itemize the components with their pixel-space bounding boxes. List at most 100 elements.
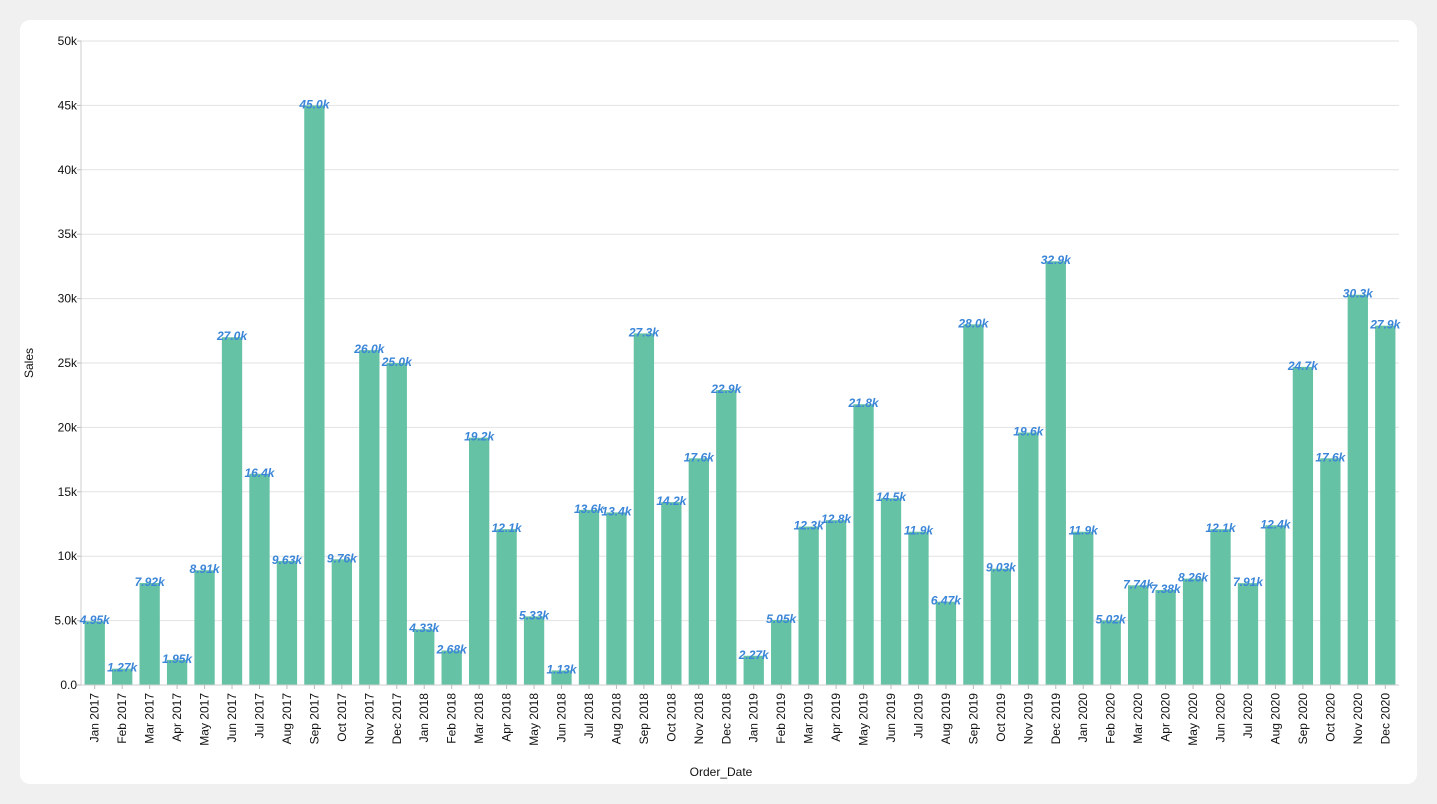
x-tick-label: Nov 2017 xyxy=(362,693,376,745)
x-tick-label: Oct 2019 xyxy=(994,693,1008,742)
x-tick-label: Jul 2018 xyxy=(582,693,596,739)
x-tick-label: Nov 2019 xyxy=(1021,693,1035,745)
x-tick-label: Sep 2020 xyxy=(1296,693,1310,745)
data-label: 19.6k xyxy=(1013,425,1044,439)
bar xyxy=(496,529,517,685)
bar xyxy=(606,512,627,685)
y-tick-label: 45k xyxy=(58,98,78,112)
x-tick-label: Oct 2017 xyxy=(335,693,349,742)
data-label: 12.4k xyxy=(1260,517,1291,531)
y-tick-label: 20k xyxy=(58,420,78,434)
data-label: 5.33k xyxy=(519,608,550,622)
bar xyxy=(990,568,1012,685)
bar xyxy=(743,655,764,685)
bar xyxy=(771,619,792,685)
bar xyxy=(1155,589,1176,685)
x-tick-label: Jul 2020 xyxy=(1241,693,1255,739)
x-tick-label: May 2018 xyxy=(527,693,541,746)
bar xyxy=(112,668,133,685)
bar xyxy=(688,458,709,685)
x-axis-title: Order_Date xyxy=(690,765,753,779)
bar xyxy=(798,526,819,685)
data-label: 12.8k xyxy=(821,512,852,526)
data-label: 7.74k xyxy=(1123,577,1154,591)
bar xyxy=(1347,294,1368,685)
x-tick-label: Sep 2017 xyxy=(307,693,321,745)
x-tick-label: Apr 2018 xyxy=(500,693,514,742)
y-tick-label: 35k xyxy=(58,227,78,241)
x-tick-label: Mar 2020 xyxy=(1131,693,1145,744)
x-tick-label: Sep 2019 xyxy=(966,693,980,745)
data-label: 13.6k xyxy=(574,502,605,516)
bar xyxy=(221,337,243,685)
x-tick-label: Jul 2017 xyxy=(252,693,266,739)
data-label: 14.5k xyxy=(876,490,907,504)
bar xyxy=(1292,366,1314,685)
bar xyxy=(304,105,325,685)
x-tick-label: Jun 2020 xyxy=(1214,693,1228,743)
bar xyxy=(853,404,874,685)
x-tick-label: Aug 2019 xyxy=(939,693,953,745)
data-label: 1.95k xyxy=(162,652,193,666)
x-tick-label: Jan 2017 xyxy=(88,693,102,743)
data-label: 17.6k xyxy=(684,450,715,464)
x-tick-label: Feb 2018 xyxy=(445,693,459,744)
x-tick-label: Dec 2020 xyxy=(1378,693,1392,745)
y-axis-title: Sales xyxy=(22,348,36,378)
data-label: 1.13k xyxy=(547,662,578,676)
data-label: 1.27k xyxy=(107,661,138,675)
data-label: 14.2k xyxy=(656,494,687,508)
data-label: 12.1k xyxy=(492,521,523,535)
x-tick-label: Nov 2020 xyxy=(1351,693,1365,745)
y-axis: 0.0 5.0k 10k 15k 20k 25k 30k 35k 40k 45k 50k xyxy=(54,34,82,692)
x-tick-label: Oct 2018 xyxy=(664,693,678,742)
data-labels: 4.95k 1.27k 7.92k 1.95k 8.91k 27.0k 16.4k 9.63k… xyxy=(79,97,1402,676)
bar xyxy=(1045,261,1066,685)
x-axis: Jan 2017 Feb 2017 Mar 2017 Apr 2017 May 2017… xyxy=(81,684,1399,746)
y-tick-label: 50k xyxy=(58,34,78,48)
bar xyxy=(468,437,490,685)
bar xyxy=(1127,585,1149,685)
x-tick-label: Dec 2018 xyxy=(719,693,733,745)
data-label: 27.9k xyxy=(1369,318,1401,332)
data-label: 8.91k xyxy=(190,562,221,576)
data-label: 9.63k xyxy=(272,553,303,567)
bar xyxy=(908,531,929,685)
data-label: 5.05k xyxy=(766,612,797,626)
bar xyxy=(276,560,298,685)
data-label: 17.6k xyxy=(1315,450,1346,464)
bar xyxy=(1375,325,1396,685)
bar xyxy=(716,390,737,685)
data-label: 6.47k xyxy=(931,594,962,608)
y-tick-label: 15k xyxy=(58,485,78,499)
data-label: 9.76k xyxy=(327,551,358,565)
x-tick-label: Aug 2017 xyxy=(280,693,294,745)
bar xyxy=(249,473,270,685)
x-tick-label: Jan 2019 xyxy=(747,693,761,743)
data-label: 27.0k xyxy=(216,329,248,343)
bar xyxy=(331,559,353,685)
x-tick-label: Jan 2018 xyxy=(417,693,431,743)
data-label: 7.92k xyxy=(135,575,166,589)
x-tick-label: Apr 2019 xyxy=(829,693,843,742)
bar xyxy=(386,363,407,685)
y-tick-label: 10k xyxy=(58,549,78,563)
y-tick-label: 0.0 xyxy=(60,678,77,692)
data-label: 5.02k xyxy=(1096,612,1127,626)
data-label: 9.03k xyxy=(986,561,1017,575)
bar xyxy=(1265,525,1286,685)
y-tick-label: 5.0k xyxy=(54,614,78,628)
data-label: 11.9k xyxy=(1069,524,1099,538)
data-label: 12.3k xyxy=(794,519,825,533)
bar xyxy=(1182,578,1204,685)
x-tick-label: Jun 2017 xyxy=(225,693,239,743)
data-label: 11.9k xyxy=(904,524,934,538)
x-tick-label: Jun 2019 xyxy=(884,693,898,743)
data-label: 12.1k xyxy=(1206,521,1237,535)
data-label: 2.27k xyxy=(738,648,770,662)
bar xyxy=(166,659,188,685)
data-label: 25.0k xyxy=(381,355,413,369)
bar xyxy=(825,520,847,685)
data-label: 4.33k xyxy=(408,621,440,635)
